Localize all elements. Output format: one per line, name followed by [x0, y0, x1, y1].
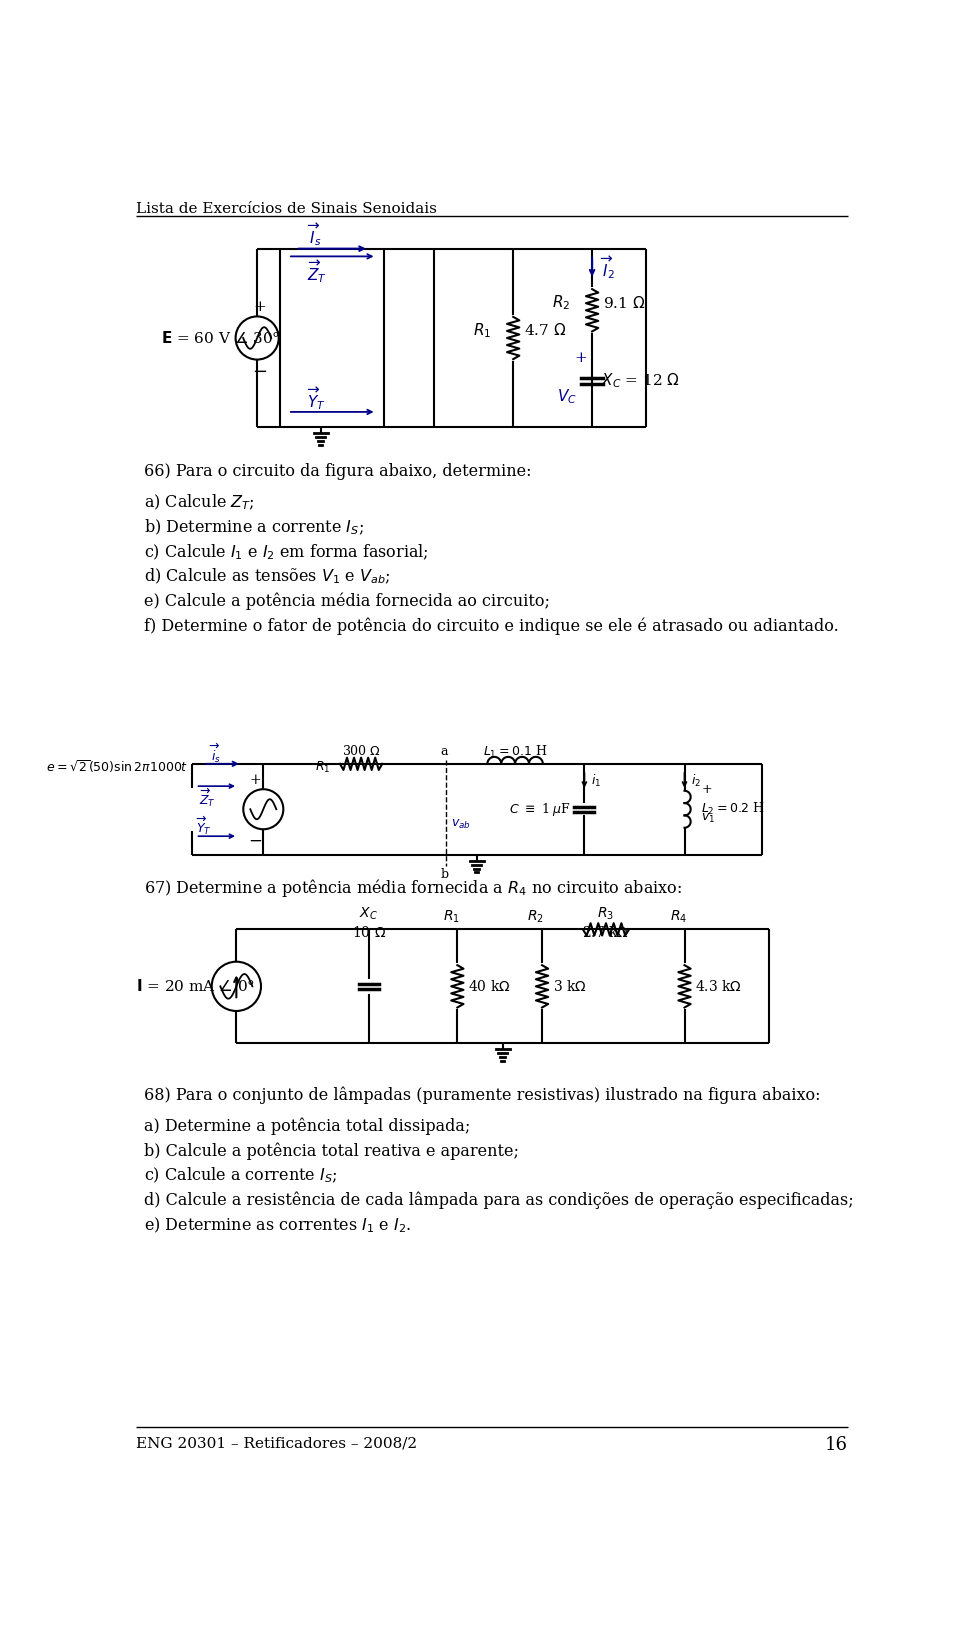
Text: $L_2 = 0.2$ H: $L_2 = 0.2$ H: [702, 802, 765, 818]
Text: 4.3 k$\Omega$: 4.3 k$\Omega$: [695, 978, 742, 993]
Text: +: +: [574, 352, 587, 365]
Text: $i_1$: $i_1$: [590, 772, 601, 789]
Text: f) Determine o fator de potência do circuito e indique se ele é atrasado ou adia: f) Determine o fator de potência do circ…: [144, 617, 839, 635]
Text: $R_1$: $R_1$: [473, 321, 492, 340]
Text: a) Determine a potência total dissipada;: a) Determine a potência total dissipada;: [144, 1117, 470, 1135]
Text: $R_2$: $R_2$: [552, 293, 570, 312]
Text: Lista de Exercícios de Sinais Senoidais: Lista de Exercícios de Sinais Senoidais: [136, 201, 437, 216]
Text: 2.7 k$\Omega$: 2.7 k$\Omega$: [583, 924, 630, 939]
Text: $L_1 = 0.1$ H: $L_1 = 0.1$ H: [483, 743, 547, 759]
Text: +: +: [702, 784, 712, 797]
Text: $R_2$: $R_2$: [527, 910, 544, 926]
Text: 67) Determine a potência média fornecida a $R_4$ no circuito abaixo:: 67) Determine a potência média fornecida…: [144, 877, 683, 898]
Text: $\overrightarrow{I}_s$: $\overrightarrow{I}_s$: [307, 221, 322, 249]
Text: 68) Para o conjunto de lâmpadas (puramente resistivas) ilustrado na figura abaix: 68) Para o conjunto de lâmpadas (puramen…: [144, 1086, 821, 1104]
Text: 3 k$\Omega$: 3 k$\Omega$: [553, 978, 587, 993]
Text: $e = \sqrt{2}(50)\sin 2\pi 1000t$: $e = \sqrt{2}(50)\sin 2\pi 1000t$: [46, 759, 188, 775]
Text: $i_2$: $i_2$: [690, 772, 701, 789]
Text: $X_C$: $X_C$: [359, 906, 378, 923]
Text: e) Calcule a potência média fornecida ao circuito;: e) Calcule a potência média fornecida ao…: [144, 592, 550, 610]
Text: $R_1$: $R_1$: [315, 761, 330, 775]
Text: $X_C$ = 12 $\Omega$: $X_C$ = 12 $\Omega$: [601, 371, 681, 391]
Text: $v_1$: $v_1$: [702, 811, 715, 825]
Text: +: +: [250, 772, 261, 787]
Text: 4.7 $\Omega$: 4.7 $\Omega$: [524, 322, 566, 339]
Text: $\mathbf{E}$ = 60 V $\angle$ 30°: $\mathbf{E}$ = 60 V $\angle$ 30°: [161, 330, 280, 345]
Text: d) Calcule a resistência de cada lâmpada para as condições de operação especific: d) Calcule a resistência de cada lâmpada…: [144, 1191, 853, 1209]
Text: $R_4$: $R_4$: [670, 910, 687, 926]
Text: $\mathbf{I}$ = 20 mA $\angle$ 0°: $\mathbf{I}$ = 20 mA $\angle$ 0°: [136, 978, 255, 995]
Text: c) Calcule $I_1$ e $I_2$ em forma fasorial;: c) Calcule $I_1$ e $I_2$ em forma fasori…: [144, 543, 429, 561]
Text: 16: 16: [825, 1436, 848, 1454]
Text: $V_C$: $V_C$: [557, 388, 577, 406]
Text: a) Calcule $Z_T$;: a) Calcule $Z_T$;: [144, 492, 254, 512]
Text: e) Determine as correntes $I_1$ e $I_2$.: e) Determine as correntes $I_1$ e $I_2$.: [144, 1216, 411, 1235]
Text: 9.1 $\Omega$: 9.1 $\Omega$: [603, 294, 645, 311]
Text: 40 k$\Omega$: 40 k$\Omega$: [468, 978, 511, 993]
Text: $\overrightarrow{Y}_T$: $\overrightarrow{Y}_T$: [307, 384, 325, 412]
Text: b) Calcule a potência total reativa e aparente;: b) Calcule a potência total reativa e ap…: [144, 1142, 519, 1160]
Text: $C$ $\equiv$ 1 $\mu$F: $C$ $\equiv$ 1 $\mu$F: [509, 800, 570, 818]
Text: b: b: [441, 869, 448, 882]
Text: b) Determine a corrente $I_S$;: b) Determine a corrente $I_S$;: [144, 517, 364, 537]
Text: $\overrightarrow{Z}_T$: $\overrightarrow{Z}_T$: [200, 787, 216, 808]
Text: $\overrightarrow{i}_s$: $\overrightarrow{i}_s$: [208, 741, 221, 764]
Text: −: −: [252, 363, 267, 381]
Text: $\overrightarrow{I}_2$: $\overrightarrow{I}_2$: [600, 254, 615, 281]
Text: 300 $\Omega$: 300 $\Omega$: [342, 744, 380, 759]
Text: $R_1$: $R_1$: [443, 910, 460, 926]
Text: a: a: [441, 744, 448, 757]
Text: 10 $\Omega$: 10 $\Omega$: [351, 924, 386, 939]
Text: c) Calcule a corrente $I_S$;: c) Calcule a corrente $I_S$;: [144, 1166, 338, 1186]
Text: $R_3$: $R_3$: [597, 906, 614, 923]
Text: $\overrightarrow{Y}_T$: $\overrightarrow{Y}_T$: [196, 815, 211, 838]
Text: +: +: [253, 299, 266, 314]
Text: $\overrightarrow{Z}_T$: $\overrightarrow{Z}_T$: [307, 258, 327, 285]
Text: −: −: [249, 833, 262, 851]
Text: ENG 20301 – Retificadores – 2008/2: ENG 20301 – Retificadores – 2008/2: [136, 1436, 418, 1451]
Text: 66) Para o circuito da figura abaixo, determine:: 66) Para o circuito da figura abaixo, de…: [144, 463, 532, 481]
Text: $v_{ab}$: $v_{ab}$: [451, 818, 471, 831]
Text: d) Calcule as tensões $V_1$ e $V_{ab}$;: d) Calcule as tensões $V_1$ e $V_{ab}$;: [144, 568, 391, 586]
